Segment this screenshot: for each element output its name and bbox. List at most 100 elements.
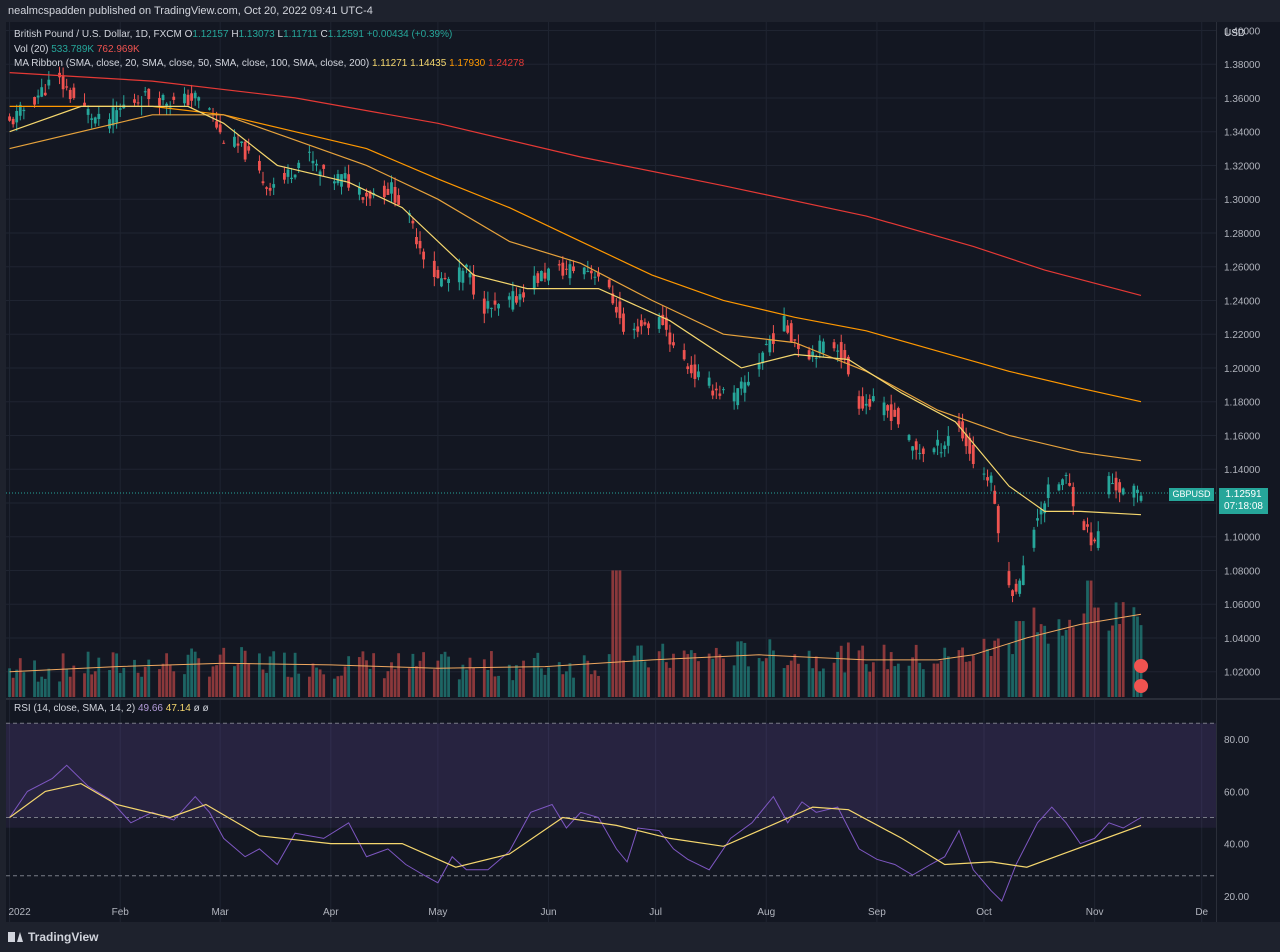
candle-body (290, 177, 293, 179)
chart-area[interactable] (6, 22, 1216, 922)
volume-bar (1118, 624, 1122, 697)
tradingview-logo[interactable]: TradingView (8, 930, 98, 944)
time-tick-label: De (1195, 907, 1208, 918)
volume-bar (22, 672, 26, 697)
volume-bar (768, 639, 772, 697)
volume-ma-value: 762.969K (96, 43, 140, 55)
rsi-tick-label: 80.00 (1224, 735, 1249, 746)
change-value: +0.00434 (+0.39%) (366, 29, 453, 40)
candle-body (36, 95, 40, 98)
candle-body (668, 332, 672, 345)
volume-bar (539, 668, 543, 697)
volume-bar (761, 661, 765, 697)
volume-bar (143, 666, 147, 697)
volume-bar (996, 638, 1000, 697)
symbol-tag: GBPUSD (1169, 488, 1214, 501)
candle-body (943, 445, 947, 450)
candle-body (311, 160, 315, 164)
candle-body (461, 270, 465, 283)
volume-bar (422, 652, 426, 697)
candle-body (93, 117, 97, 124)
volume-bar (411, 653, 415, 697)
candle-body (108, 119, 111, 129)
volume-bar (1071, 627, 1075, 697)
candle-body (686, 366, 690, 370)
candle-body (1061, 479, 1064, 486)
candle-body (622, 313, 625, 332)
volume-bar (315, 667, 318, 697)
rsi-line (9, 764, 1142, 902)
volume-bar (718, 654, 722, 697)
candle-body (347, 174, 351, 188)
volume-bar (871, 662, 875, 697)
candle-body (158, 97, 161, 106)
volume-bar (946, 656, 950, 697)
volume-bar (368, 668, 372, 697)
volume-bar (693, 653, 697, 697)
candle-body (893, 409, 897, 417)
volume-bar (1107, 630, 1111, 697)
candle-body (390, 182, 393, 194)
candle-body (365, 192, 368, 197)
candle-body (1057, 484, 1061, 491)
volume-bar (686, 654, 690, 697)
candle-body (208, 108, 211, 110)
candle-body (68, 89, 72, 100)
volume-bar (1093, 607, 1097, 697)
candle-body (1107, 476, 1111, 495)
volume-bar (36, 681, 40, 697)
candle-body (968, 437, 972, 454)
candle-body (697, 371, 700, 378)
candle-body (522, 292, 525, 298)
volume-bar (415, 666, 418, 697)
candle-body (1021, 565, 1025, 586)
volume-bar (518, 668, 522, 697)
volume-bar (233, 666, 236, 697)
volume-bar (907, 665, 911, 697)
volume-bar (868, 671, 872, 697)
candle-body (1071, 487, 1075, 507)
volume-bar (843, 672, 847, 697)
candle-body (761, 352, 765, 364)
candle-body (1018, 580, 1022, 594)
candle-body (539, 270, 543, 282)
volume-bar (861, 645, 865, 697)
candle-body (518, 294, 522, 300)
volume-bar (172, 671, 176, 697)
bar-countdown: 07:18:08 (1224, 501, 1263, 512)
candle-body (811, 351, 815, 357)
candle-body (864, 403, 868, 406)
candle-body (440, 278, 443, 287)
volume-bar (33, 660, 36, 697)
volume-bar (43, 678, 47, 697)
candle-body (243, 141, 247, 160)
ma100-line (9, 105, 1142, 403)
candle-body (543, 272, 547, 279)
candle-body (261, 181, 265, 184)
volume-bar (1057, 619, 1061, 697)
volume-bar (86, 651, 90, 697)
candle-body (447, 278, 450, 283)
candle-body (1121, 488, 1125, 495)
volume-bar (307, 676, 311, 697)
volume-bar (864, 664, 868, 697)
volume-bar (664, 662, 668, 697)
candle-body (357, 187, 361, 195)
candle-body (1011, 590, 1014, 597)
candle-body (1036, 518, 1039, 521)
volume-value: 533.789K (51, 43, 95, 55)
price-tick-label: 1.08000 (1224, 566, 1261, 577)
candle-body (896, 408, 900, 425)
candle-body (183, 93, 186, 104)
price-axis[interactable] (1216, 22, 1280, 922)
price-tick-label: 1.02000 (1224, 668, 1261, 679)
candle-body (786, 325, 790, 333)
volume-bar (807, 650, 811, 697)
volume-bar (557, 662, 561, 697)
volume-bar (886, 669, 890, 697)
candle-body (415, 237, 418, 245)
volume-bar (707, 653, 711, 697)
volume-bar (365, 660, 368, 697)
volume-bar (236, 663, 240, 697)
candle-body (657, 317, 661, 329)
